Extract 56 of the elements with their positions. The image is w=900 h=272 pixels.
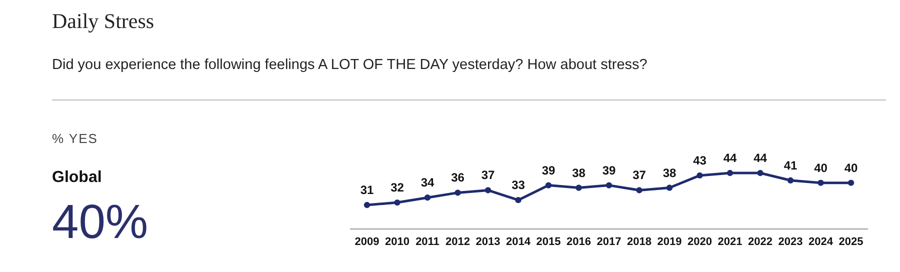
data-label: 32 <box>390 180 404 195</box>
point <box>636 187 642 194</box>
point <box>424 194 431 201</box>
point <box>364 202 370 208</box>
data-label: 36 <box>451 170 465 185</box>
chart-subtitle: Did you experience the following feelings A LOT OF THE DAY yesterday? How about stress? <box>52 57 648 73</box>
data-label: 37 <box>632 168 646 182</box>
point <box>787 177 794 184</box>
point <box>696 172 703 179</box>
x-tick-label: 2022 <box>748 236 772 248</box>
data-label: 39 <box>602 163 616 178</box>
x-tick-label: 2012 <box>446 236 470 248</box>
x-tick-label: 2013 <box>476 236 500 248</box>
point <box>848 180 854 186</box>
data-label: 40 <box>814 160 828 175</box>
data-label: 40 <box>844 160 858 175</box>
point <box>545 182 552 188</box>
text: Global <box>52 169 102 186</box>
data-label: 44 <box>723 151 737 165</box>
x-tick-label: 2020 <box>688 236 712 248</box>
x-tick-label: 2021 <box>718 236 742 248</box>
x-tick-label: 2015 <box>536 236 561 248</box>
data-label: 38 <box>572 166 586 180</box>
x-tick-label: 2019 <box>657 236 682 248</box>
data-label: 38 <box>662 166 676 180</box>
point <box>484 187 492 194</box>
x-tick-label: 2009 <box>354 236 380 248</box>
data-label: 34 <box>420 176 434 190</box>
text: Daily Stress <box>52 9 154 33</box>
point <box>576 184 582 191</box>
x-tick-label: 2023 <box>778 236 803 248</box>
text: 40% <box>52 196 148 249</box>
x-tick-label: 2017 <box>596 236 622 248</box>
data-label: 37 <box>481 168 495 182</box>
point <box>606 182 612 188</box>
data-label: 44 <box>754 151 768 165</box>
data-label: 39 <box>542 163 556 178</box>
x-tick-label: 2014 <box>506 236 532 248</box>
point <box>394 199 400 206</box>
point <box>454 190 461 196</box>
x-tick-label: 2024 <box>808 236 834 248</box>
x-tick-label: 2018 <box>627 236 652 248</box>
data-label: 33 <box>512 178 526 192</box>
point <box>666 184 673 191</box>
x-tick-label: 2011 <box>416 236 440 248</box>
x-tick-label: 2016 <box>566 236 591 248</box>
point <box>515 196 522 204</box>
point <box>818 180 824 186</box>
x-tick-label: 2025 <box>838 236 864 248</box>
x-tick-label: 2010 <box>385 236 410 248</box>
text: % YES <box>52 131 98 146</box>
point <box>757 170 764 176</box>
data-label: 41 <box>784 158 798 172</box>
point <box>726 170 734 176</box>
data-label: 43 <box>693 153 707 168</box>
data-label: 31 <box>360 183 374 197</box>
